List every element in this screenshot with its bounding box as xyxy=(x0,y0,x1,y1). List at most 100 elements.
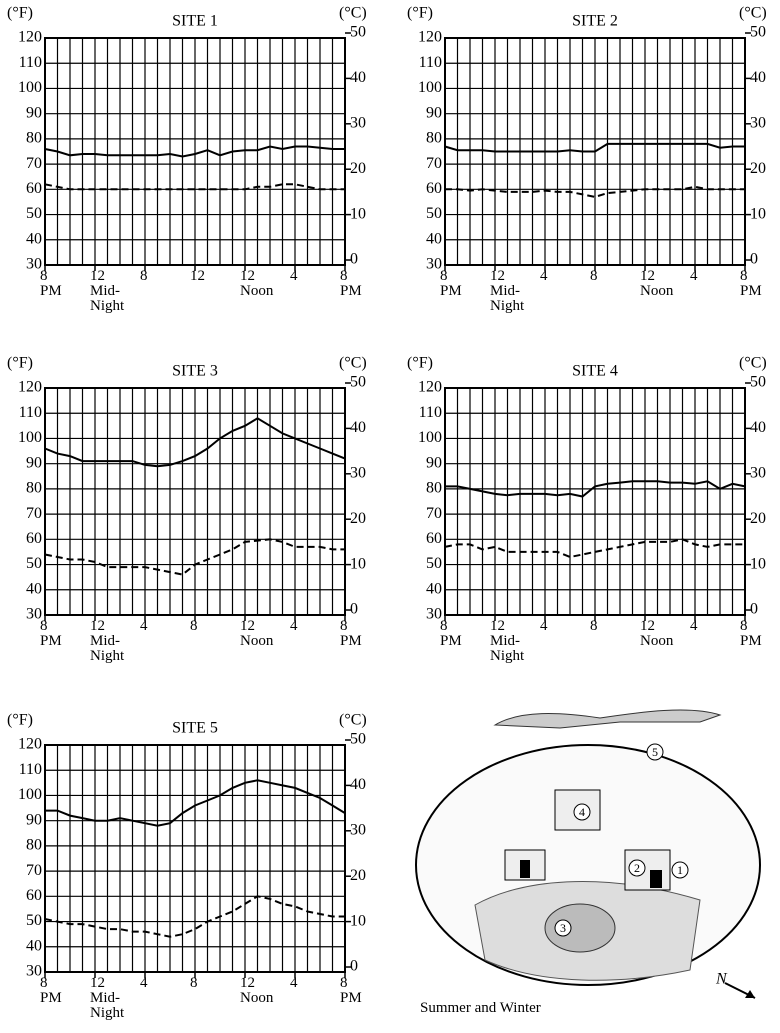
x-tick-label: 8 PM xyxy=(40,619,62,649)
y2-tick-label: 20 xyxy=(750,160,766,177)
y-tick-label: 50 xyxy=(26,912,42,929)
y-tick-label: 90 xyxy=(426,454,442,471)
door xyxy=(520,860,530,878)
x-tick-label: 12 xyxy=(190,269,205,284)
y-tick-label: 90 xyxy=(26,454,42,471)
y2-tick-label: 10 xyxy=(350,555,366,572)
x-tick-label: 4 xyxy=(290,269,298,284)
y2-tick-label: 50 xyxy=(350,731,366,748)
y-tick-label: 90 xyxy=(426,104,442,121)
y-tick-label: 80 xyxy=(26,837,42,854)
y2-tick-label: 30 xyxy=(750,114,766,131)
y2-tick-label: 50 xyxy=(750,24,766,41)
y2-tick-label: 10 xyxy=(750,205,766,222)
y2-axis-label: (°C) xyxy=(339,712,367,729)
y2-tick-label: 40 xyxy=(750,69,766,86)
y2-axis-label: (°C) xyxy=(739,5,767,22)
x-tick-label: 4 xyxy=(140,976,148,991)
x-tick-label: 8 PM xyxy=(740,269,762,299)
y2-tick-label: 20 xyxy=(350,867,366,884)
y-tick-label: 120 xyxy=(18,736,42,753)
y-tick-label: 40 xyxy=(426,230,442,247)
y-tick-label: 100 xyxy=(18,429,42,446)
x-tick-label: 8 PM xyxy=(740,619,762,649)
y2-axis-label: (°C) xyxy=(339,5,367,22)
x-tick-label: 4 xyxy=(140,619,148,634)
y-tick-label: 70 xyxy=(26,155,42,172)
x-tick-label: 4 xyxy=(690,619,698,634)
y-tick-label: 70 xyxy=(426,505,442,522)
y2-tick-label: 20 xyxy=(350,510,366,527)
y-tick-label: 60 xyxy=(426,530,442,547)
x-tick-label: 8 PM xyxy=(340,269,362,299)
y-tick-label: 40 xyxy=(26,937,42,954)
y2-tick-label: 40 xyxy=(750,419,766,436)
y2-tick-label: 30 xyxy=(750,464,766,481)
y2-tick-label: 40 xyxy=(350,776,366,793)
y-tick-label: 40 xyxy=(26,580,42,597)
y-tick-label: 70 xyxy=(26,505,42,522)
y-tick-label: 80 xyxy=(426,130,442,147)
y-axis-label: (°F) xyxy=(407,5,433,22)
y-tick-label: 50 xyxy=(426,205,442,222)
y-tick-label: 120 xyxy=(418,29,442,46)
y-tick-label: 120 xyxy=(18,379,42,396)
x-tick-label: 8 PM xyxy=(340,619,362,649)
y2-tick-label: 50 xyxy=(750,374,766,391)
chart-title: SITE 4 xyxy=(572,363,618,380)
y-tick-label: 70 xyxy=(426,155,442,172)
y-axis-label: (°F) xyxy=(407,355,433,372)
y2-tick-label: 40 xyxy=(350,419,366,436)
y-tick-label: 110 xyxy=(19,54,42,71)
y2-tick-label: 10 xyxy=(750,555,766,572)
x-tick-label: 4 xyxy=(540,269,548,284)
y-tick-label: 50 xyxy=(26,205,42,222)
y2-tick-label: 50 xyxy=(350,24,366,41)
chart-title: SITE 3 xyxy=(172,363,218,380)
x-tick-label: 8 PM xyxy=(40,976,62,1006)
x-tick-label: 8 PM xyxy=(340,976,362,1006)
x-tick-label: 4 xyxy=(690,269,698,284)
y-tick-label: 70 xyxy=(26,862,42,879)
y2-tick-label: 30 xyxy=(350,821,366,838)
illustration-caption: Summer and Winter xyxy=(420,1000,541,1017)
chart-title: SITE 1 xyxy=(172,13,218,30)
x-tick-label: 12 Noon xyxy=(640,619,673,649)
y2-tick-label: 30 xyxy=(350,464,366,481)
y-tick-label: 40 xyxy=(26,230,42,247)
x-tick-label: 12 Noon xyxy=(240,269,273,299)
y2-tick-label: 0 xyxy=(350,958,358,975)
x-tick-label: 12 Noon xyxy=(640,269,673,299)
y2-axis-label: (°C) xyxy=(339,355,367,372)
y-tick-label: 60 xyxy=(426,180,442,197)
x-tick-label: 12 Mid- Night xyxy=(90,269,124,314)
y-tick-label: 110 xyxy=(19,404,42,421)
y-tick-label: 100 xyxy=(18,786,42,803)
y-tick-label: 60 xyxy=(26,180,42,197)
y2-tick-label: 0 xyxy=(750,251,758,268)
y-tick-label: 50 xyxy=(26,555,42,572)
y2-tick-label: 50 xyxy=(350,374,366,391)
y2-tick-label: 0 xyxy=(350,251,358,268)
y-tick-label: 50 xyxy=(426,555,442,572)
y-tick-label: 90 xyxy=(26,811,42,828)
y-tick-label: 80 xyxy=(26,130,42,147)
marker-label: 3 xyxy=(560,921,566,935)
marker-label: 1 xyxy=(677,863,683,877)
y-tick-label: 90 xyxy=(26,104,42,121)
y2-tick-label: 10 xyxy=(350,205,366,222)
y-tick-label: 120 xyxy=(418,379,442,396)
chart-title: SITE 2 xyxy=(572,13,618,30)
y-tick-label: 110 xyxy=(19,761,42,778)
y-tick-label: 80 xyxy=(426,480,442,497)
x-tick-label: 12 Mid- Night xyxy=(490,269,524,314)
y-tick-label: 60 xyxy=(26,530,42,547)
y-tick-label: 120 xyxy=(18,29,42,46)
y2-tick-label: 0 xyxy=(750,601,758,618)
x-tick-label: 4 xyxy=(540,619,548,634)
y-tick-label: 40 xyxy=(426,580,442,597)
chart-title: SITE 5 xyxy=(172,720,218,737)
x-tick-label: 8 PM xyxy=(440,269,462,299)
page: SITE 1(°F)(°C)30405060708090100110120010… xyxy=(0,0,780,1033)
x-tick-label: 8 xyxy=(140,269,148,284)
